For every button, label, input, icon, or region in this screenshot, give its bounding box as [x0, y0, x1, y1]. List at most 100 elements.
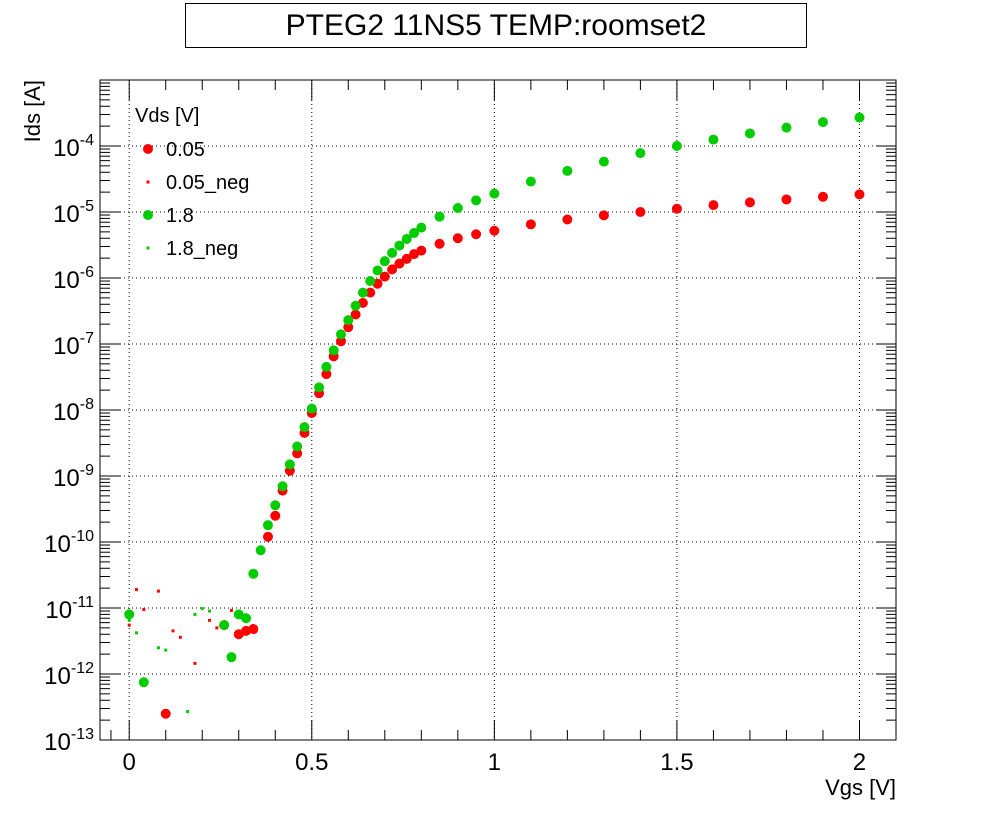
data-point	[365, 276, 376, 287]
data-point	[127, 623, 131, 627]
data-point	[452, 202, 463, 213]
grid	[100, 80, 896, 740]
y-tick-label: 10-10	[44, 528, 94, 558]
data-point	[208, 609, 212, 613]
y-tick-label: 10-11	[45, 594, 94, 624]
data-point	[401, 253, 412, 264]
data-point	[671, 141, 682, 151]
data-point	[262, 531, 273, 542]
data-point	[343, 322, 354, 333]
x-tick-label: 1.5	[660, 749, 693, 776]
chart-title: PTEG2 11NS5 TEMP:roomset2	[285, 8, 707, 42]
data-point	[817, 117, 828, 128]
data-point	[708, 200, 719, 211]
data-point	[219, 620, 230, 631]
legend-marker	[146, 180, 150, 184]
legend-label: 1.8_neg	[166, 238, 238, 260]
data-point	[178, 635, 182, 639]
tick-labels: 0 0.5 1 1.5 2 10-13 10-12 10-11 10-10 10-9 10-8 10-…	[44, 132, 866, 776]
series-0-05	[160, 189, 865, 719]
data-point	[434, 211, 445, 222]
data-point	[562, 214, 573, 225]
y-tick-label: 10-8	[53, 396, 94, 426]
y-tick-label: 10-12	[44, 660, 94, 690]
data-point	[416, 245, 427, 256]
data-point	[598, 210, 609, 221]
data-point	[379, 256, 390, 267]
x-axis-label: Vgs [V]	[825, 775, 896, 800]
data-point	[156, 589, 160, 593]
data-point	[394, 240, 405, 251]
data-point	[357, 287, 368, 298]
data-point	[262, 520, 273, 531]
y-axis-label: Ids [A]	[20, 80, 45, 142]
data-point	[248, 624, 259, 635]
y-tick-label: 10-5	[53, 198, 94, 228]
chart-title-box: PTEG2 11NS5 TEMP:roomset2	[185, 3, 807, 48]
series-1-8	[124, 112, 865, 688]
data-point	[744, 128, 755, 139]
data-point	[215, 626, 219, 630]
x-tick-label: 0	[123, 749, 136, 776]
legend-label: 0.05_neg	[166, 172, 249, 194]
data-point	[321, 369, 332, 380]
data-point	[854, 189, 865, 200]
data-point	[817, 191, 828, 202]
data-point	[160, 708, 171, 719]
data-point	[171, 629, 175, 633]
data-point	[124, 609, 135, 620]
data-point	[193, 612, 197, 616]
series-1-8-neg	[127, 607, 212, 714]
series-0-05-neg	[127, 588, 233, 665]
data-point	[525, 219, 536, 230]
data-point	[335, 336, 346, 347]
data-point	[489, 225, 500, 236]
data-point	[781, 194, 792, 205]
data-point	[335, 329, 346, 340]
axis-ticks	[100, 80, 897, 741]
data-point	[248, 568, 259, 579]
legend-title: Vds [V]	[135, 105, 199, 127]
data-point	[744, 197, 755, 208]
y-tick-label: 10-13	[44, 726, 94, 756]
data-point	[241, 613, 252, 624]
data-point	[200, 607, 204, 611]
x-tick-label: 0.5	[295, 749, 328, 776]
data-point	[394, 258, 405, 269]
data-point	[489, 188, 500, 199]
data-point	[379, 271, 390, 282]
data-point	[142, 607, 146, 611]
data-point	[372, 265, 383, 276]
data-point	[452, 233, 463, 244]
data-point	[164, 648, 168, 652]
data-point	[387, 247, 398, 258]
data-point	[135, 631, 139, 635]
data-point	[208, 618, 212, 622]
data-point	[328, 345, 339, 356]
y-tick-label: 10-6	[53, 264, 94, 294]
data-point	[193, 661, 197, 665]
data-point	[284, 459, 295, 470]
data-point	[525, 176, 536, 187]
data-point	[270, 510, 281, 521]
data-point	[365, 287, 376, 298]
data-point	[409, 228, 420, 239]
data-point	[321, 361, 332, 372]
data-point	[138, 677, 149, 688]
data-point	[671, 203, 682, 214]
data-point	[270, 500, 281, 511]
data-point	[229, 608, 233, 612]
data-point	[277, 481, 288, 492]
data-point	[471, 229, 482, 240]
data-point	[635, 207, 646, 217]
legend-marker	[146, 246, 150, 250]
data-point	[127, 618, 131, 622]
data-point	[299, 422, 310, 433]
data-point	[255, 545, 266, 556]
plot-frame	[99, 79, 897, 741]
data-point	[387, 264, 398, 275]
y-tick-label: 10-4	[53, 132, 94, 162]
data-point	[350, 309, 361, 320]
legend-label: 0.05	[166, 139, 205, 161]
